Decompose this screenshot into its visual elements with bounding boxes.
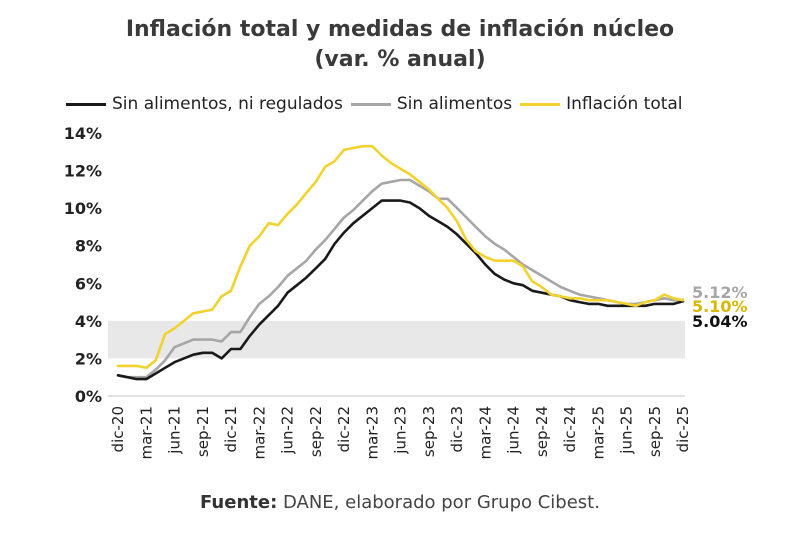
x-tick-label: jun-22 xyxy=(279,406,297,455)
series-line-sin-alimentos xyxy=(116,178,685,379)
y-tick-label: 4% xyxy=(75,312,102,331)
x-tick-label: jun-24 xyxy=(505,406,523,455)
x-tick-label: dic-23 xyxy=(448,406,466,452)
x-tick-label: dic-25 xyxy=(674,406,692,452)
series-line-inflaci-n-total xyxy=(116,144,685,370)
x-tick-label: jun-23 xyxy=(392,406,410,455)
x-tick-label: mar-22 xyxy=(250,406,268,460)
legend-item-inflacion-total: Inflación total xyxy=(520,94,683,114)
x-tick-label: dic-21 xyxy=(222,406,240,452)
x-tick-label: sep-25 xyxy=(646,406,664,457)
y-tick-label: 12% xyxy=(64,162,102,181)
x-tick-label: dic-20 xyxy=(109,406,127,452)
end-value-label: 5.04% xyxy=(692,312,748,331)
chart-title: Inflación total y medidas de inflación n… xyxy=(125,17,675,42)
x-tick-label: mar-24 xyxy=(476,406,494,460)
x-tick-label: sep-22 xyxy=(307,406,325,457)
x-tick-label: sep-24 xyxy=(533,406,551,457)
y-tick-label: 2% xyxy=(75,349,102,368)
chart-subtitle: (var. % anual) xyxy=(314,47,486,72)
legend-label: Sin alimentos, ni regulados xyxy=(112,94,343,114)
legend-label: Inflación total xyxy=(566,94,683,114)
legend: Sin alimentos, ni regulados Sin alimento… xyxy=(66,94,691,114)
y-tick-label: 10% xyxy=(64,199,102,218)
legend-swatch-black xyxy=(66,102,106,106)
y-tick-label: 8% xyxy=(75,237,102,256)
x-tick-label: dic-22 xyxy=(335,406,353,452)
x-tick-label: mar-21 xyxy=(137,406,155,460)
y-tick-label: 6% xyxy=(75,274,102,293)
legend-label: Sin alimentos xyxy=(396,94,513,114)
end-value-label: 5.12% xyxy=(692,283,748,302)
legend-item-sin-alimentos-ni-regulados: Sin alimentos, ni regulados xyxy=(66,94,343,114)
series-line-sin-alimentos-ni-regulados xyxy=(116,199,685,381)
source-text: DANE, elaborado por Grupo Cibest. xyxy=(277,492,600,513)
legend-swatch-gray xyxy=(350,102,391,106)
source-label: Fuente: xyxy=(200,492,278,513)
x-tick-label: jun-21 xyxy=(166,406,184,455)
x-tick-label: sep-21 xyxy=(194,406,212,457)
x-tick-label: jun-25 xyxy=(618,406,636,455)
x-tick-label: mar-25 xyxy=(589,406,607,460)
y-tick-label: 14% xyxy=(64,124,102,143)
y-tick-label: 0% xyxy=(75,387,102,406)
source-note: Fuente: DANE, elaborado por Grupo Cibest… xyxy=(0,492,800,513)
legend-item-sin-alimentos: Sin alimentos xyxy=(350,94,513,114)
x-tick-label: sep-23 xyxy=(420,406,438,457)
x-tick-label: mar-23 xyxy=(363,406,381,460)
legend-swatch-yellow xyxy=(520,102,561,106)
end-value-label: 5.10% xyxy=(692,297,748,316)
x-tick-label: dic-24 xyxy=(561,406,579,452)
